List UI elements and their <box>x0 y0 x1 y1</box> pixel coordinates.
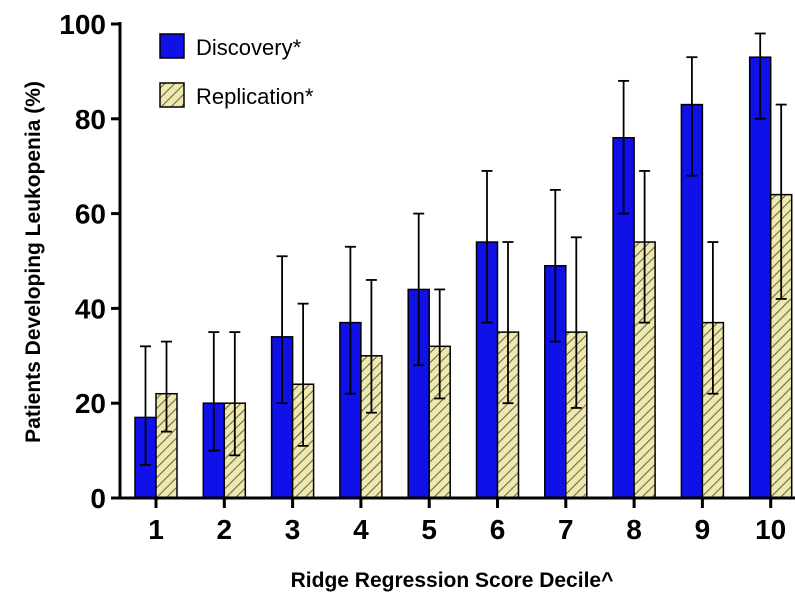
error-bar-discovery <box>618 79 630 215</box>
error-bar-discovery <box>413 212 425 367</box>
y-tick-label: 100 <box>59 9 106 40</box>
y-tick-label: 80 <box>75 104 106 135</box>
x-tick-label: 4 <box>353 514 369 545</box>
error-bar-replication <box>434 288 446 400</box>
x-tick-label: 7 <box>558 514 574 545</box>
y-tick-label: 20 <box>75 388 106 419</box>
x-tick-label: 6 <box>490 514 506 545</box>
y-tick-label: 0 <box>90 483 106 514</box>
legend-label-replication: Replication* <box>196 84 314 109</box>
error-bar-discovery <box>276 255 288 405</box>
legend-label-discovery: Discovery* <box>196 35 302 60</box>
error-bar-replication <box>639 170 651 324</box>
error-bar-replication <box>229 331 241 457</box>
x-tick-label: 3 <box>285 514 301 545</box>
error-bar-replication <box>775 103 787 300</box>
x-tick-label: 1 <box>148 514 164 545</box>
error-bar-discovery <box>549 188 561 343</box>
error-bar-discovery <box>208 331 220 452</box>
bar-discovery <box>748 56 772 499</box>
x-axis-title: Ridge Regression Score Decile^ <box>291 569 614 592</box>
error-bar-discovery <box>686 56 698 177</box>
error-bar-replication <box>297 302 309 447</box>
legend: Discovery* Replication* <box>159 33 314 109</box>
error-bar-discovery <box>481 170 493 324</box>
x-tick-label: 10 <box>755 514 786 545</box>
error-bar-replication <box>570 236 582 409</box>
x-tick-label: 2 <box>217 514 233 545</box>
y-axis-title: Patients Developing Leukopenia (%) <box>22 81 45 443</box>
legend-swatch-replication <box>159 82 185 108</box>
error-bar-replication <box>365 279 377 414</box>
x-tick-label: 9 <box>695 514 711 545</box>
legend-swatch-discovery <box>159 33 185 59</box>
error-bar-discovery <box>754 32 766 120</box>
error-bar-discovery <box>344 245 356 395</box>
x-tick-label: 5 <box>421 514 437 545</box>
y-tick-label: 60 <box>75 199 106 230</box>
error-bar-replication <box>707 241 719 395</box>
y-tick-label: 40 <box>75 293 106 324</box>
error-bar-replication <box>161 340 172 433</box>
x-tick-label: 8 <box>626 514 642 545</box>
error-bar-replication <box>502 241 514 405</box>
error-bar-discovery <box>140 345 151 466</box>
